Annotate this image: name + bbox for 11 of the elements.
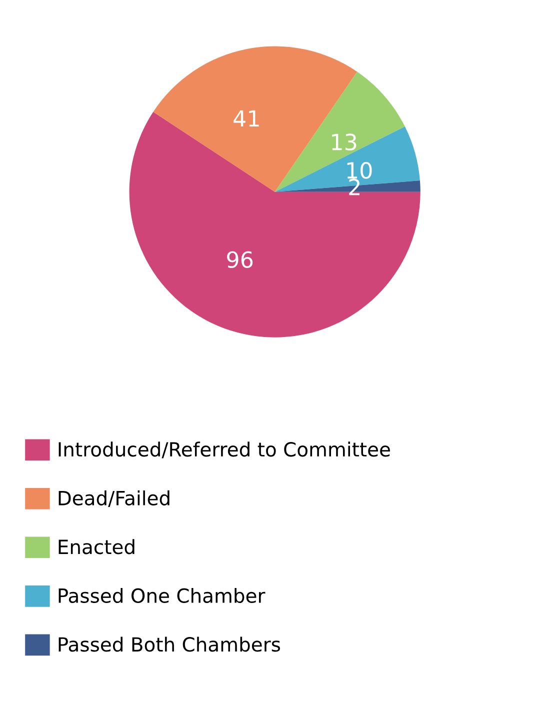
legend-label: Introduced/Referred to Committee: [58, 442, 390, 458]
data-label: 13: [332, 134, 356, 150]
legend-label: Passed Both Chambers: [58, 636, 280, 652]
data-label: 96: [227, 251, 253, 268]
data-label: 41: [234, 110, 259, 127]
data-label: 10: [347, 162, 372, 179]
legend-label: Enacted: [58, 539, 134, 554]
legend-label: Passed One Chamber: [58, 588, 266, 603]
legend-label: Dead/Failed: [58, 490, 170, 507]
data-label: 2: [349, 178, 360, 196]
pie-slice: [129, 112, 420, 338]
